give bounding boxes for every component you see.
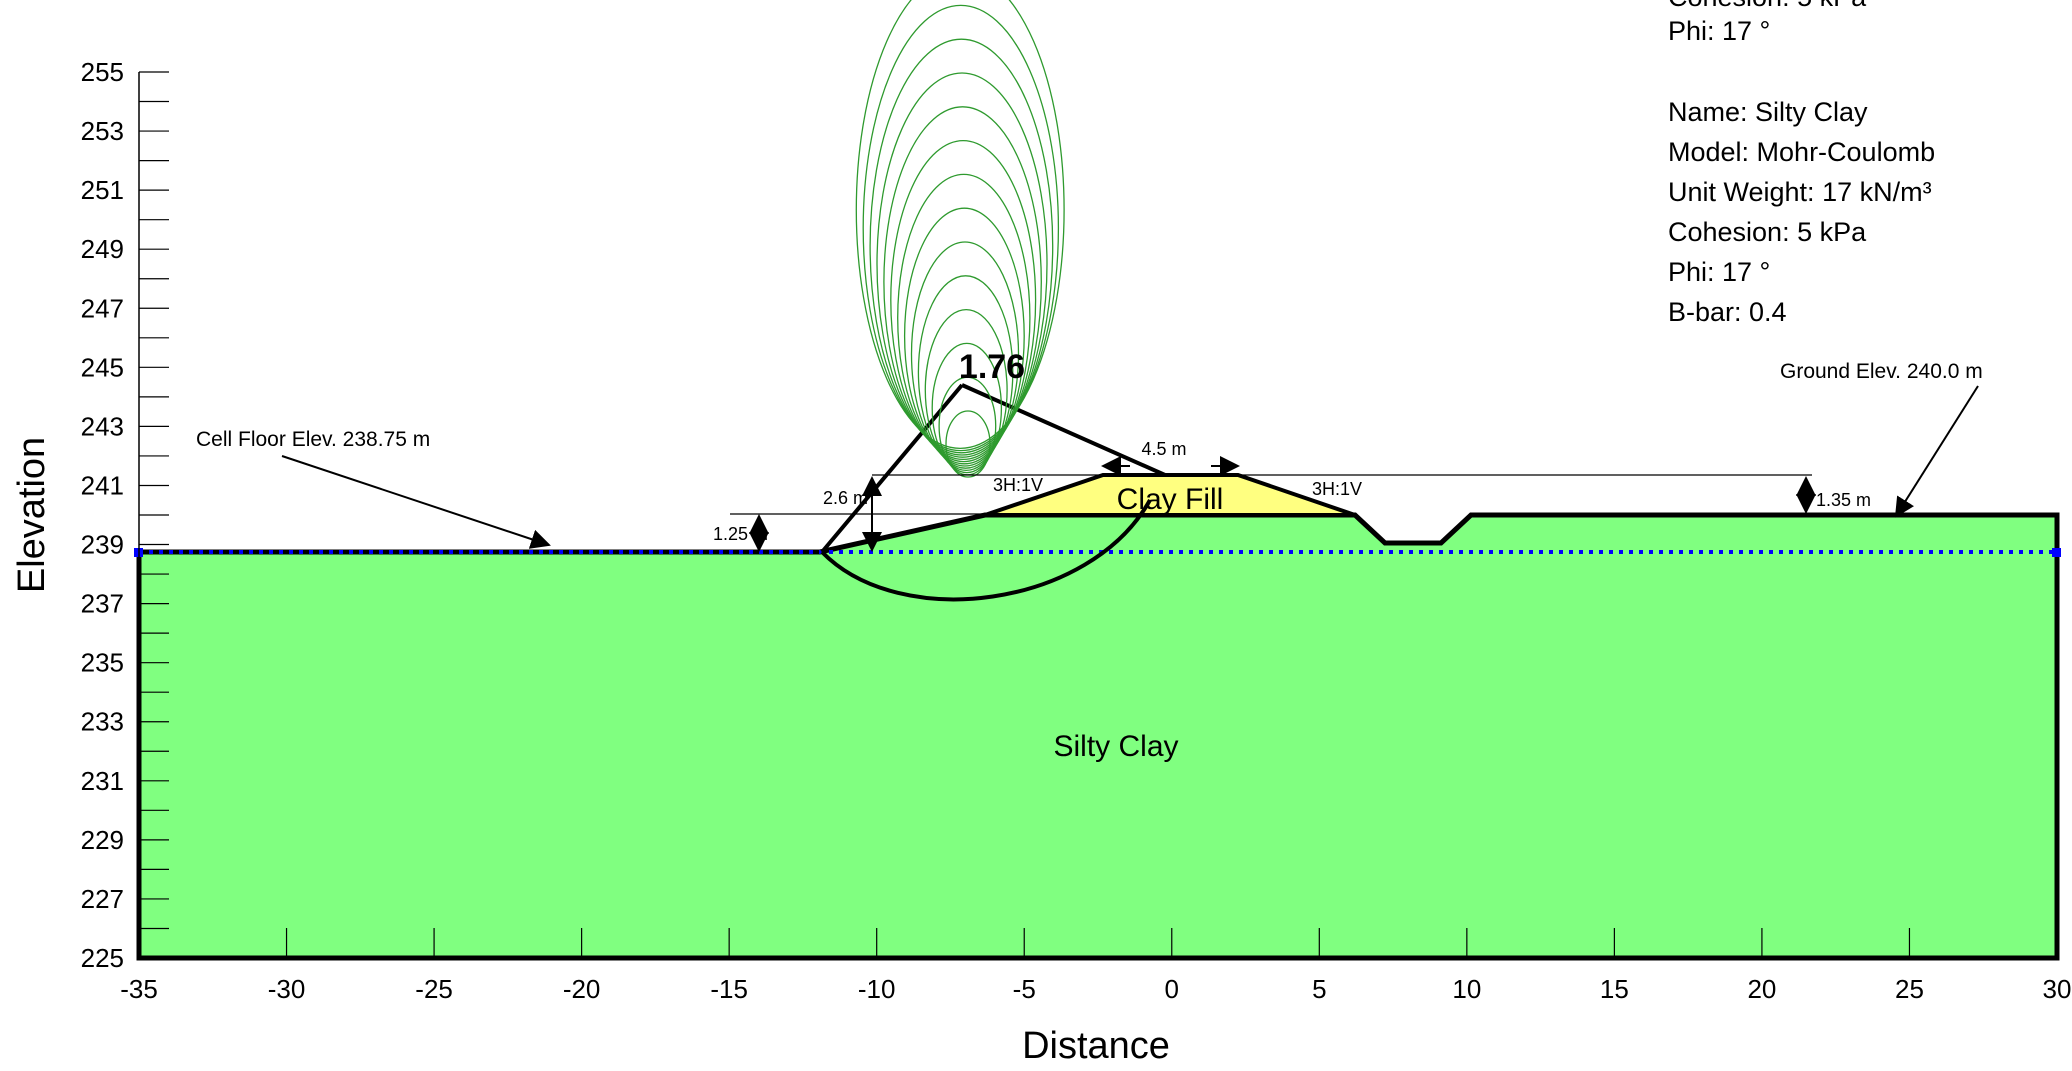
y-axis: 225 227 229 231 233 235 237 239 241 243 245 247 249 2… xyxy=(81,57,169,973)
legend-unit-weight: Unit Weight: 17 kN/m³ xyxy=(1668,177,1932,207)
ground-elev-label: Ground Elev. 240.0 m xyxy=(1780,360,1983,383)
y-tick-label: 253 xyxy=(81,116,124,146)
critical-slip-surface xyxy=(820,383,1166,602)
legend-top-line2: Phi: 17 ° xyxy=(1668,16,1770,46)
fos-contour-line xyxy=(931,342,1003,474)
y-tick-label: 241 xyxy=(81,470,124,500)
silty-clay-region xyxy=(136,512,2060,961)
y-tick-label: 249 xyxy=(81,234,124,264)
silty-clay-label: Silty Clay xyxy=(1053,730,1178,763)
x-tick-label: -10 xyxy=(858,974,896,1004)
x-tick-label: -25 xyxy=(415,974,453,1004)
y-tick-label: 233 xyxy=(81,707,124,737)
dim-1-25-label: 1.25 m xyxy=(713,524,768,544)
slope-right-label: 3H:1V xyxy=(1312,479,1362,499)
legend-top-line1: Cohesion: 5 kPa xyxy=(1668,0,1867,12)
water-table-marker-right xyxy=(2052,548,2061,557)
dim-2-6-label: 2.6 m xyxy=(823,488,868,508)
fos-contour-line xyxy=(869,38,1054,454)
x-tick-label: 10 xyxy=(1452,974,1481,1004)
x-tick-label: -30 xyxy=(268,974,306,1004)
y-tick-label: 235 xyxy=(81,648,124,678)
legend-name: Name: Silty Clay xyxy=(1668,97,1868,127)
legend-cohesion: Cohesion: 5 kPa xyxy=(1668,217,1867,247)
x-tick-label: -35 xyxy=(120,974,158,1004)
fos-contour-line xyxy=(890,139,1037,461)
fos-contour-line xyxy=(897,173,1031,463)
x-tick-label: 0 xyxy=(1165,974,1179,1004)
x-axis-label: Distance xyxy=(1022,1025,1170,1066)
fos-contour-line xyxy=(910,241,1020,467)
legend-model: Model: Mohr-Coulomb xyxy=(1668,137,1935,167)
x-tick-label: 25 xyxy=(1895,974,1924,1004)
fos-contour-line xyxy=(903,207,1025,465)
factor-of-safety-label: 1.76 xyxy=(959,348,1025,386)
y-tick-label: 255 xyxy=(81,57,124,87)
ground-leader xyxy=(1894,385,1979,518)
slope-left-label: 3H:1V xyxy=(993,475,1043,495)
fos-contour-line xyxy=(876,72,1048,456)
material-properties-legend: Cohesion: 5 kPa Phi: 17 ° Name: Silty Cl… xyxy=(1668,0,1935,327)
x-tick-label: 30 xyxy=(2043,974,2072,1004)
fos-contour-line xyxy=(883,106,1042,458)
fos-contour-line xyxy=(855,0,1065,449)
fos-contour-line xyxy=(924,308,1008,472)
legend-phi: Phi: 17 ° xyxy=(1668,257,1770,287)
y-tick-label: 231 xyxy=(81,766,124,796)
y-tick-label: 239 xyxy=(81,530,124,560)
y-tick-label: 229 xyxy=(81,825,124,855)
y-tick-label: 227 xyxy=(81,884,124,914)
x-axis-ticks: -35 -30 -25 -20 -15 -10 -5 0 5 10 15 20 25 30 xyxy=(120,928,2071,1004)
y-tick-label: 243 xyxy=(81,411,124,441)
x-tick-label: -20 xyxy=(563,974,601,1004)
fos-contour-line xyxy=(862,4,1060,452)
y-tick-label: 237 xyxy=(81,589,124,619)
y-tick-label: 247 xyxy=(81,293,124,323)
x-tick-label: -5 xyxy=(1013,974,1036,1004)
cell-floor-leader xyxy=(281,455,551,549)
clay-fill-label: Clay Fill xyxy=(1117,483,1224,516)
x-tick-label: 20 xyxy=(1747,974,1776,1004)
y-tick-label: 245 xyxy=(81,352,124,382)
dim-1-35-label: 1.35 m xyxy=(1816,490,1871,510)
crest-width-label: 4.5 m xyxy=(1141,439,1186,459)
y-axis-label: Elevation xyxy=(11,437,53,593)
x-tick-label: 15 xyxy=(1600,974,1629,1004)
fos-contour-line xyxy=(917,275,1014,469)
y-tick-label: 251 xyxy=(81,175,124,205)
x-tick-label: -15 xyxy=(710,974,748,1004)
x-tick-label: 5 xyxy=(1312,974,1326,1004)
y-tick-label: 225 xyxy=(81,943,124,973)
legend-bbar: B-bar: 0.4 xyxy=(1668,297,1787,327)
fos-contours xyxy=(855,0,1065,478)
cell-floor-elev-label: Cell Floor Elev. 238.75 m xyxy=(196,428,430,451)
